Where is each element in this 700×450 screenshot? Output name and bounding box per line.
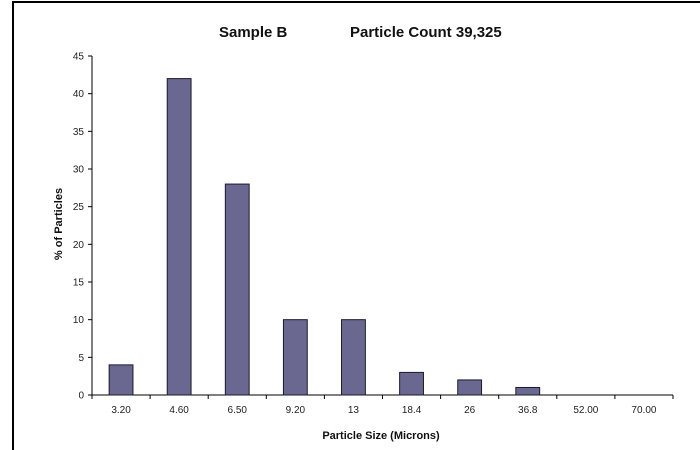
x-tick-label: 6.50 [228, 405, 248, 416]
y-tick-label: 15 [73, 278, 85, 289]
y-axis-label: % of Particles [53, 188, 65, 260]
bar-36.8 [515, 386, 541, 396]
bar-9.20 [282, 319, 308, 396]
x-tick-label: 3.20 [111, 405, 131, 416]
bar-13 [341, 319, 366, 396]
x-axis-ticks: 3.20 4.60 6.50 9.20 13 18.4 26 36.8 52.00 70.00 [91, 395, 674, 416]
x-tick-label: 70.00 [631, 405, 656, 416]
bar-18.4 [399, 371, 424, 396]
bar-4.60 [166, 78, 192, 396]
x-tick-label: 4.60 [169, 405, 189, 416]
y-tick-label: 25 [73, 202, 85, 213]
x-tick-label: 9.20 [286, 405, 306, 416]
chart-subtitle: Particle Count 39,325 [350, 24, 502, 41]
bar-26 [457, 379, 483, 396]
y-tick-label: 30 [73, 165, 85, 176]
bar-3.20 [108, 364, 134, 396]
x-tick-label: 52.00 [573, 405, 598, 416]
x-tick-label: 36.8 [518, 405, 538, 416]
x-tick-label: 18.4 [402, 405, 422, 416]
y-tick-label: 40 [73, 89, 85, 100]
y-tick-label: 0 [78, 391, 84, 402]
y-tick-label: 5 [78, 353, 84, 364]
y-tick-label: 10 [73, 315, 85, 326]
y-tick-label: 35 [73, 127, 85, 138]
bars [108, 78, 541, 396]
x-tick-label: 13 [348, 405, 360, 416]
x-axis-label: Particle Size (Microns) [322, 430, 440, 442]
y-tick-label: 20 [73, 240, 85, 251]
chart-title: Sample B [219, 24, 288, 41]
y-tick-label: 45 [73, 52, 85, 63]
y-axis-ticks: 0 5 10 15 20 25 30 35 40 45 [73, 52, 92, 402]
x-tick-label: 26 [464, 405, 476, 416]
bar-6.50 [224, 183, 250, 396]
